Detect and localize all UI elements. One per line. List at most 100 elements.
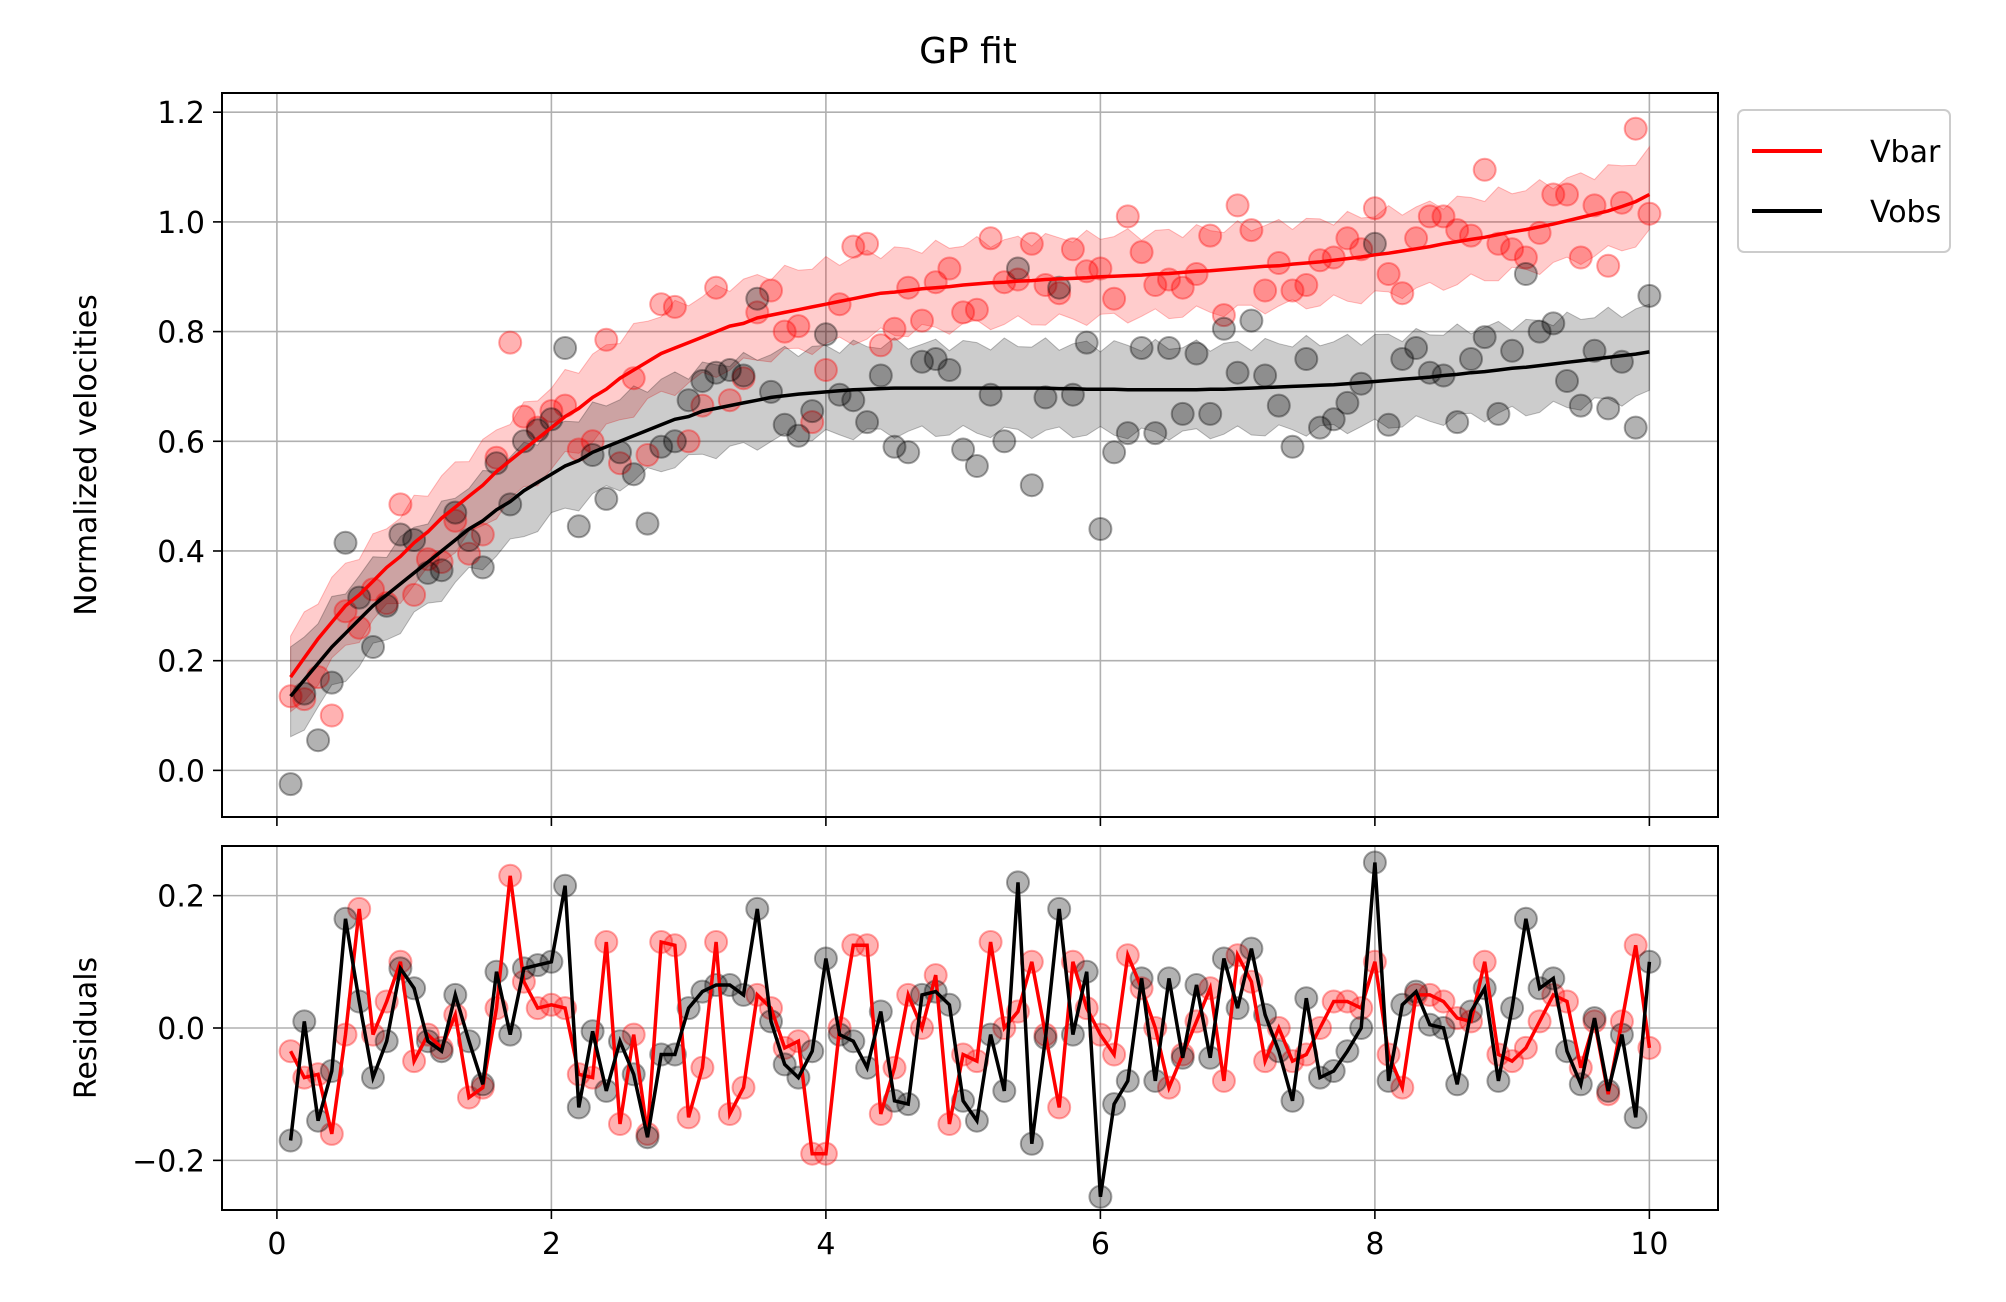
data-point-vobs bbox=[1239, 308, 1264, 333]
data-point-vbar bbox=[347, 615, 372, 640]
data-point-vbar bbox=[910, 308, 934, 333]
data-point-vbar bbox=[1335, 226, 1360, 251]
y-tick-label: 0.4 bbox=[157, 535, 205, 570]
data-point-vobs bbox=[1582, 338, 1607, 363]
data-point-vobs bbox=[1362, 231, 1387, 256]
fit-line-vobs bbox=[289, 350, 1650, 698]
observed-points bbox=[278, 116, 1662, 797]
data-point-vbar bbox=[1198, 223, 1223, 248]
data-point-vbar bbox=[759, 278, 783, 303]
data-point-vbar bbox=[511, 404, 536, 429]
data-point-vbar bbox=[1088, 256, 1113, 281]
data-point-vbar bbox=[1513, 245, 1538, 270]
data-point-vobs bbox=[1541, 311, 1566, 336]
y-tick-label: 0.6 bbox=[157, 425, 205, 460]
data-point-vobs bbox=[1390, 347, 1415, 371]
data-point-vobs bbox=[1102, 440, 1127, 465]
data-point-vbar bbox=[1321, 245, 1346, 270]
data-point-vobs bbox=[594, 486, 619, 511]
data-point-vbar bbox=[539, 399, 564, 424]
data-point-vbar bbox=[1568, 245, 1593, 270]
data-point-vobs bbox=[910, 349, 934, 374]
data-point-vobs bbox=[1335, 390, 1360, 415]
y-tick-label: 0.2 bbox=[157, 645, 205, 680]
legend-label-vobs: Vobs bbox=[1870, 195, 1941, 230]
data-point-vobs bbox=[1115, 421, 1140, 446]
data-point-vobs bbox=[278, 772, 303, 797]
data-point-vobs bbox=[937, 358, 962, 382]
data-point-vbar bbox=[1294, 273, 1319, 297]
data-point-vbar bbox=[1129, 240, 1154, 265]
y-tick-label: 0.8 bbox=[157, 316, 205, 351]
data-point-vobs bbox=[690, 369, 715, 393]
data-point-vobs bbox=[731, 363, 756, 388]
data-point-vobs bbox=[1019, 473, 1044, 498]
data-point-vbar bbox=[361, 577, 385, 602]
data-point-vobs bbox=[1074, 330, 1099, 355]
y-tick-label: 0.0 bbox=[157, 1012, 205, 1047]
data-point-vobs bbox=[402, 528, 427, 552]
data-point-vbar bbox=[951, 300, 976, 325]
data-point-vobs bbox=[1280, 434, 1305, 459]
data-point-vobs bbox=[1225, 360, 1250, 385]
data-point-vobs bbox=[1459, 347, 1483, 371]
data-point-vobs bbox=[1266, 393, 1291, 418]
data-point-vobs bbox=[745, 286, 770, 311]
data-point-vobs bbox=[923, 347, 948, 371]
data-point-vobs bbox=[292, 681, 317, 706]
data-point-vobs bbox=[882, 434, 907, 459]
data-point-vobs bbox=[676, 388, 701, 413]
top-y-axis-label: Normalized velocities bbox=[69, 294, 104, 616]
data-point-vbar bbox=[292, 687, 317, 712]
data-point-vobs bbox=[470, 555, 495, 580]
data-point-vobs bbox=[1445, 410, 1470, 435]
data-point-vobs bbox=[1129, 336, 1154, 360]
data-point-vobs bbox=[786, 423, 811, 448]
y-tick-label: 0.0 bbox=[157, 754, 205, 789]
data-point-vobs bbox=[361, 635, 385, 659]
data-point-vbar bbox=[1582, 193, 1607, 218]
bottom-ticks: 0 2 4 6 8 10 −0.2 0.0 0.2 bbox=[132, 880, 1668, 1262]
data-point-vobs bbox=[1006, 256, 1030, 281]
data-point-vobs bbox=[1253, 363, 1278, 388]
data-point-vobs bbox=[374, 593, 399, 618]
data-point-vobs bbox=[1555, 369, 1579, 393]
data-point-vbar bbox=[1280, 278, 1305, 303]
data-point-vobs bbox=[333, 530, 358, 555]
data-point-vobs bbox=[841, 388, 866, 413]
data-point-vobs bbox=[1513, 262, 1538, 286]
data-point-vbar bbox=[1225, 193, 1250, 218]
data-point-vbar bbox=[1623, 116, 1648, 141]
data-point-vobs bbox=[443, 500, 468, 525]
data-point-vbar bbox=[1060, 237, 1085, 262]
bottom-panel: 0 2 4 6 8 10 −0.2 0.0 0.2 Residuals bbox=[69, 845, 1719, 1262]
data-point-vbar bbox=[1239, 218, 1264, 243]
data-point-vbar bbox=[402, 582, 427, 607]
data-point-vobs bbox=[388, 522, 413, 547]
data-point-vobs bbox=[813, 322, 838, 347]
data-point-vbar bbox=[964, 297, 989, 322]
data-point-vobs bbox=[800, 399, 825, 424]
data-point-vbar bbox=[498, 330, 523, 355]
data-point-vbar bbox=[662, 294, 687, 319]
data-point-vobs bbox=[1157, 336, 1181, 360]
data-point-vbar bbox=[813, 358, 838, 382]
data-point-vbar bbox=[1266, 251, 1291, 275]
data-point-vbar bbox=[1390, 281, 1415, 306]
data-point-vobs bbox=[306, 728, 331, 753]
data-point-vobs bbox=[1568, 393, 1593, 418]
data-point-vobs bbox=[1184, 341, 1209, 366]
data-point-vobs bbox=[951, 437, 976, 462]
data-point-vobs bbox=[1088, 517, 1113, 541]
x-tick-label: 0 bbox=[267, 1227, 286, 1262]
data-point-vbar bbox=[1115, 204, 1140, 229]
fit-lines bbox=[289, 192, 1651, 698]
data-point-vobs bbox=[553, 336, 578, 360]
data-point-vobs bbox=[457, 528, 481, 552]
confidence-band-vbar bbox=[290, 145, 1650, 713]
x-tick-label: 4 bbox=[816, 1227, 835, 1262]
y-tick-label: 1.0 bbox=[157, 206, 205, 241]
data-point-vobs bbox=[1500, 338, 1525, 363]
data-point-vbar bbox=[443, 508, 468, 533]
